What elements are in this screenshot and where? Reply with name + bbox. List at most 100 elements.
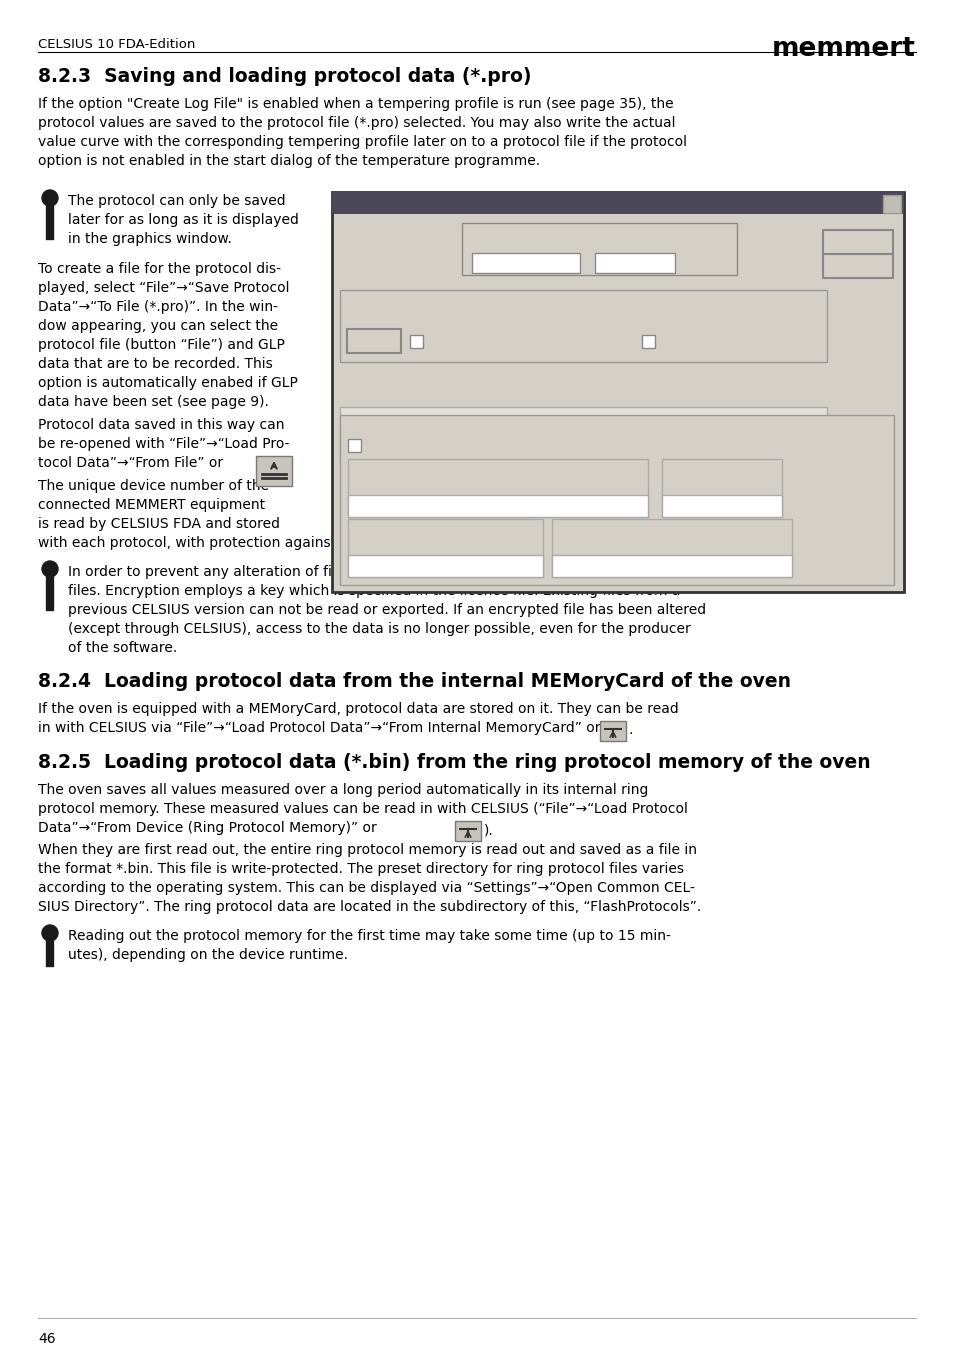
FancyBboxPatch shape (348, 439, 360, 452)
FancyBboxPatch shape (661, 496, 781, 517)
FancyBboxPatch shape (348, 519, 542, 577)
Text: (except through CELSIUS), access to the data is no longer possible, even for the: (except through CELSIUS), access to the … (68, 621, 690, 636)
FancyBboxPatch shape (348, 496, 647, 517)
Text: of the software.: of the software. (68, 640, 177, 655)
Text: GLP Data: GLP Data (350, 421, 401, 431)
FancyBboxPatch shape (347, 329, 400, 353)
Text: previous CELSIUS version can not be read or exported. If an encrypted file has b: previous CELSIUS version can not be read… (68, 603, 705, 617)
Text: tocol Data”→“From File” or: tocol Data”→“From File” or (38, 456, 223, 470)
Text: Mustermann GmbH: Mustermann GmbH (352, 561, 466, 573)
Text: option is not enabled in the start dialog of the temperature programme.: option is not enabled in the start dialo… (38, 154, 539, 168)
Text: Data”→“From Device (Ring Protocol Memory)” or: Data”→“From Device (Ring Protocol Memory… (38, 821, 376, 835)
Text: is read by CELSIUS FDA and stored: is read by CELSIUS FDA and stored (38, 517, 280, 531)
Text: Data”→“To File (*.pro)”. In the win-: Data”→“To File (*.pro)”. In the win- (38, 301, 277, 314)
Text: The unique device number of the: The unique device number of the (38, 479, 269, 493)
Text: in the graphics window.: in the graphics window. (68, 232, 232, 246)
FancyBboxPatch shape (255, 456, 292, 486)
FancyBboxPatch shape (882, 195, 900, 213)
Text: ).: ). (483, 823, 494, 837)
Text: GLP Data in Printout and Log File: GLP Data in Printout and Log File (364, 439, 585, 452)
Text: 46: 46 (38, 1332, 55, 1346)
Text: Probe ID: Probe ID (666, 464, 710, 475)
Text: Protocol only: Protocol only (658, 334, 734, 348)
Text: Start device 0: Start device 0 (339, 194, 428, 207)
Text: later for as long as it is displayed: later for as long as it is displayed (68, 213, 298, 227)
Text: memmert: memmert (771, 37, 915, 62)
Text: connected MEMMERT equipment: connected MEMMERT equipment (38, 498, 265, 512)
FancyBboxPatch shape (472, 253, 579, 274)
Text: The protocol can only be saved: The protocol can only be saved (68, 194, 285, 209)
Text: If the option "Create Log File" is enabled when a tempering profile is run (see : If the option "Create Log File" is enabl… (38, 97, 673, 111)
Text: Experiment: Experiment (355, 464, 416, 475)
Text: 1: 1 (46, 581, 53, 590)
Text: The oven saves all values measured over a long period automatically in its inter: The oven saves all values measured over … (38, 783, 648, 798)
Text: X: X (886, 195, 896, 209)
Text: Protocol data saved in this way can: Protocol data saved in this way can (38, 418, 284, 432)
FancyBboxPatch shape (410, 334, 422, 348)
FancyBboxPatch shape (332, 192, 903, 592)
Text: ✓: ✓ (349, 439, 358, 450)
Text: Log File: Log File (350, 297, 392, 306)
Text: 8.2.3  Saving and loading protocol data (*.pro): 8.2.3 Saving and loading protocol data (… (38, 66, 531, 87)
Text: value curve with the corresponding tempering profile later on to a protocol file: value curve with the corresponding tempe… (38, 135, 686, 149)
Text: File ...: File ... (356, 334, 391, 348)
Text: Cancel: Cancel (837, 259, 877, 272)
Text: ▼: ▼ (569, 257, 577, 267)
FancyBboxPatch shape (339, 290, 826, 362)
Text: data have been set (see page 9).: data have been set (see page 9). (38, 395, 269, 409)
Text: utes), depending on the device runtime.: utes), depending on the device runtime. (68, 948, 348, 961)
FancyBboxPatch shape (661, 459, 781, 517)
Text: in with CELSIUS via “File”→“Load Protocol Data”→“From Internal MemoryCard” or: in with CELSIUS via “File”→“Load Protoco… (38, 720, 599, 735)
Text: Tested by: Tested by (559, 525, 609, 535)
Text: To create a file for the protocol dis-: To create a file for the protocol dis- (38, 263, 281, 276)
Text: SIUS Directory”. The ring protocol data are located in the subdirectory of this,: SIUS Directory”. The ring protocol data … (38, 900, 700, 914)
FancyBboxPatch shape (348, 555, 542, 577)
Text: Reading out the protocol memory for the first time may take some time (up to 15 : Reading out the protocol memory for the … (68, 929, 670, 942)
FancyBboxPatch shape (641, 334, 655, 348)
FancyBboxPatch shape (332, 192, 903, 214)
Text: Company: Company (355, 525, 405, 535)
Text: Celsius Test #12: Celsius Test #12 (352, 500, 449, 513)
Text: When they are first read out, the entire ring protocol memory is read out and sa: When they are first read out, the entire… (38, 844, 697, 857)
FancyBboxPatch shape (822, 255, 892, 278)
Text: with each protocol, with protection against alteration.: with each protocol, with protection agai… (38, 536, 412, 550)
Text: .: . (628, 723, 633, 737)
Text: dow appearing, you can select the: dow appearing, you can select the (38, 320, 278, 333)
FancyBboxPatch shape (822, 230, 892, 255)
Text: be re-opened with “File”→“Load Pro-: be re-opened with “File”→“Load Pro- (38, 437, 289, 451)
Text: the format *.bin. This file is write-protected. The preset directory for ring pr: the format *.bin. This file is write-pro… (38, 862, 683, 876)
Text: data that are to be recorded. This: data that are to be recorded. This (38, 357, 273, 371)
Text: played, select “File”→“Save Protocol: played, select “File”→“Save Protocol (38, 282, 289, 295)
FancyBboxPatch shape (348, 459, 647, 517)
FancyBboxPatch shape (339, 408, 826, 462)
Circle shape (42, 190, 58, 206)
Text: protocol memory. These measured values can be read in with CELSIUS (“File”→“Load: protocol memory. These measured values c… (38, 802, 687, 816)
Text: protocol values are saved to the protocol file (*.pro) selected. You may also wr: protocol values are saved to the protoco… (38, 116, 675, 130)
Text: 1: 1 (46, 210, 53, 219)
Text: today: today (476, 257, 510, 269)
Text: If the oven is equipped with a MEMoryCard, protocol data are stored on it. They : If the oven is equipped with a MEMoryCar… (38, 701, 678, 716)
Text: 1: 1 (46, 945, 53, 955)
Text: option is automatically enabed if GLP: option is automatically enabed if GLP (38, 376, 297, 390)
FancyBboxPatch shape (552, 555, 791, 577)
Circle shape (42, 925, 58, 941)
Text: ✓: ✓ (411, 334, 420, 345)
Text: Mike Smith: Mike Smith (556, 561, 620, 573)
Text: In order to prevent any alteration of files, CELSIUS FDA encrypts all profile an: In order to prevent any alteration of fi… (68, 565, 676, 580)
FancyBboxPatch shape (461, 223, 737, 275)
Text: according to the operating system. This can be displayed via “Settings”→“Open Co: according to the operating system. This … (38, 881, 694, 895)
Text: files. Encryption employs a key which is specified in the licence file. Existing: files. Encryption employs a key which is… (68, 584, 679, 598)
FancyBboxPatch shape (599, 720, 625, 741)
FancyBboxPatch shape (595, 253, 675, 274)
Text: 10:52: 10:52 (599, 257, 633, 269)
FancyBboxPatch shape (455, 821, 480, 841)
Text: OK: OK (846, 236, 868, 248)
Text: 8.2.5  Loading protocol data (*.bin) from the ring protocol memory of the oven: 8.2.5 Loading protocol data (*.bin) from… (38, 753, 870, 772)
Text: protocol file (button “File”) and GLP: protocol file (button “File”) and GLP (38, 338, 285, 352)
FancyBboxPatch shape (339, 414, 893, 585)
Text: Create Log File: Create Log File (426, 334, 513, 348)
Text: CELSIUS 10 FDA-Edition: CELSIUS 10 FDA-Edition (38, 38, 195, 51)
FancyBboxPatch shape (552, 519, 791, 577)
Text: Starting Time: Starting Time (479, 236, 555, 245)
Circle shape (42, 561, 58, 577)
